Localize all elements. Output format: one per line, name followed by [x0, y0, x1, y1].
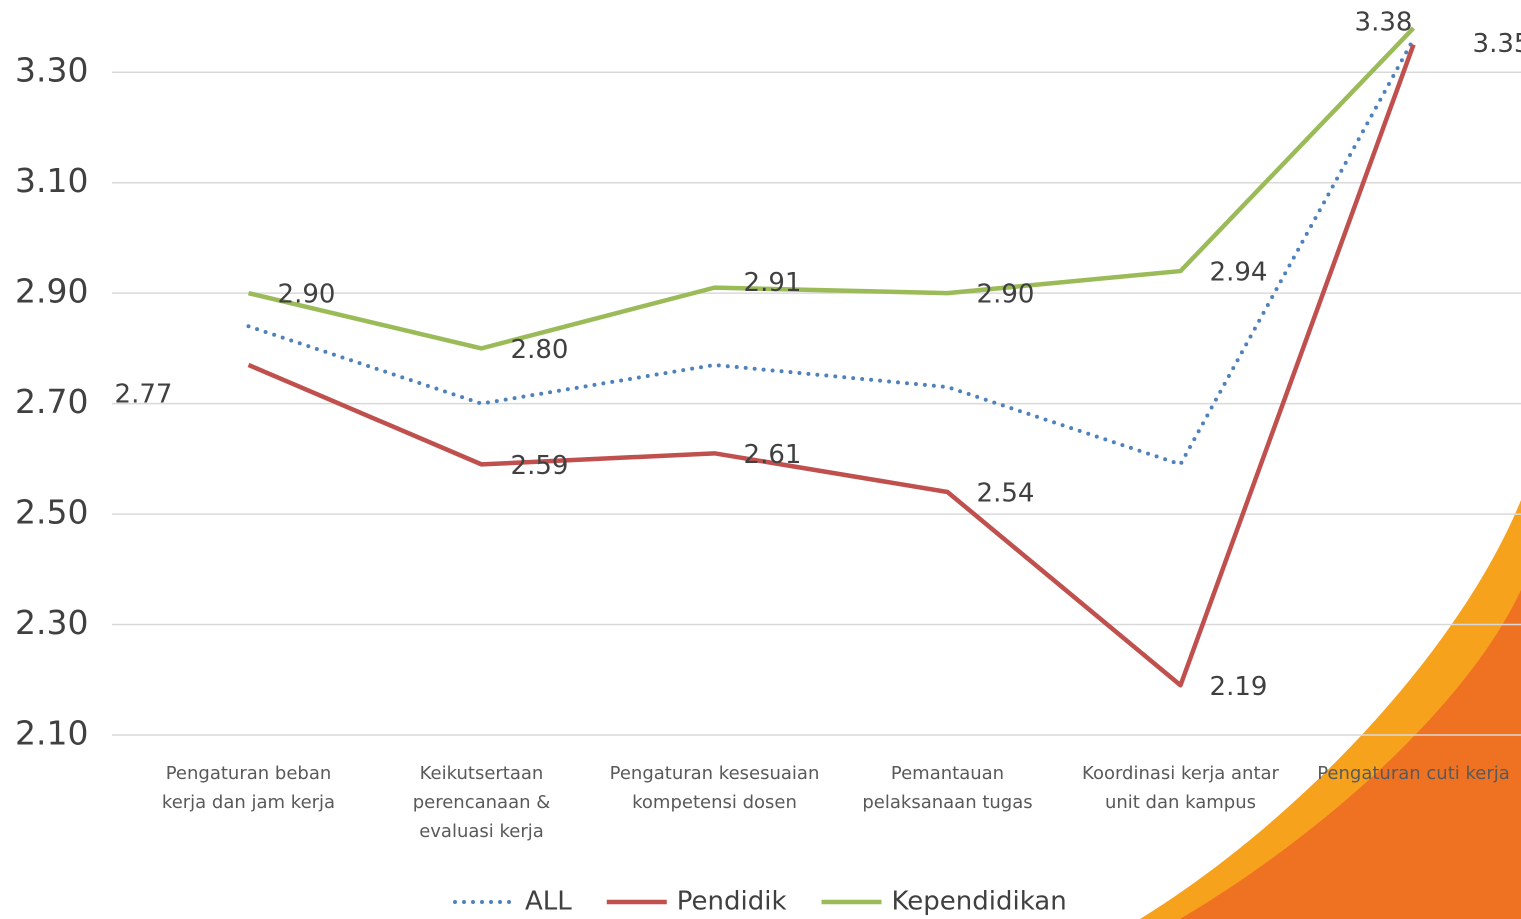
data-label: 3.38	[1355, 8, 1413, 38]
x-tick-label: Pengaturan cuti kerja	[1317, 763, 1510, 784]
y-tick-label: 2.70	[15, 382, 88, 421]
data-label: 3.35	[1473, 29, 1521, 59]
data-label: 2.90	[278, 280, 336, 310]
data-label: 2.80	[511, 335, 569, 365]
series-line	[246, 37, 1416, 467]
legend-label: Pendidik	[677, 887, 787, 917]
x-tick-label: Keikutsertaan perencanaan & evaluasi ker…	[412, 763, 551, 842]
y-tick-label: 2.50	[15, 493, 88, 532]
data-label: 2.19	[1210, 672, 1268, 702]
legend-label: Kependidikan	[892, 887, 1067, 917]
y-tick-label: 2.10	[15, 714, 88, 753]
data-label: 2.59	[511, 451, 569, 481]
x-tick-label: Pengaturan kesesuaian kompetensi dosen	[609, 763, 820, 813]
x-tick-label: Pemantauan pelaksanaan tugas	[862, 763, 1033, 813]
x-tick-label: Pengaturan beban kerja dan jam kerja	[161, 763, 336, 813]
data-label: 2.54	[977, 478, 1035, 508]
series-line	[247, 26, 1416, 351]
data-label: 2.91	[744, 268, 802, 298]
legend-label: ALL	[525, 887, 572, 917]
x-tick-label: Koordinasi kerja antar unit dan kampus	[1082, 763, 1279, 813]
data-label: 2.77	[115, 379, 173, 409]
decoration	[1180, 590, 1521, 919]
data-label: 2.94	[1210, 258, 1268, 288]
y-tick-label: 2.90	[15, 272, 88, 311]
data-label: 2.90	[977, 280, 1035, 310]
series-line	[247, 43, 1416, 688]
y-tick-label: 3.10	[15, 161, 88, 200]
data-label: 2.61	[744, 440, 802, 470]
y-tick-label: 3.30	[15, 51, 88, 90]
y-tick-label: 2.30	[15, 603, 88, 642]
